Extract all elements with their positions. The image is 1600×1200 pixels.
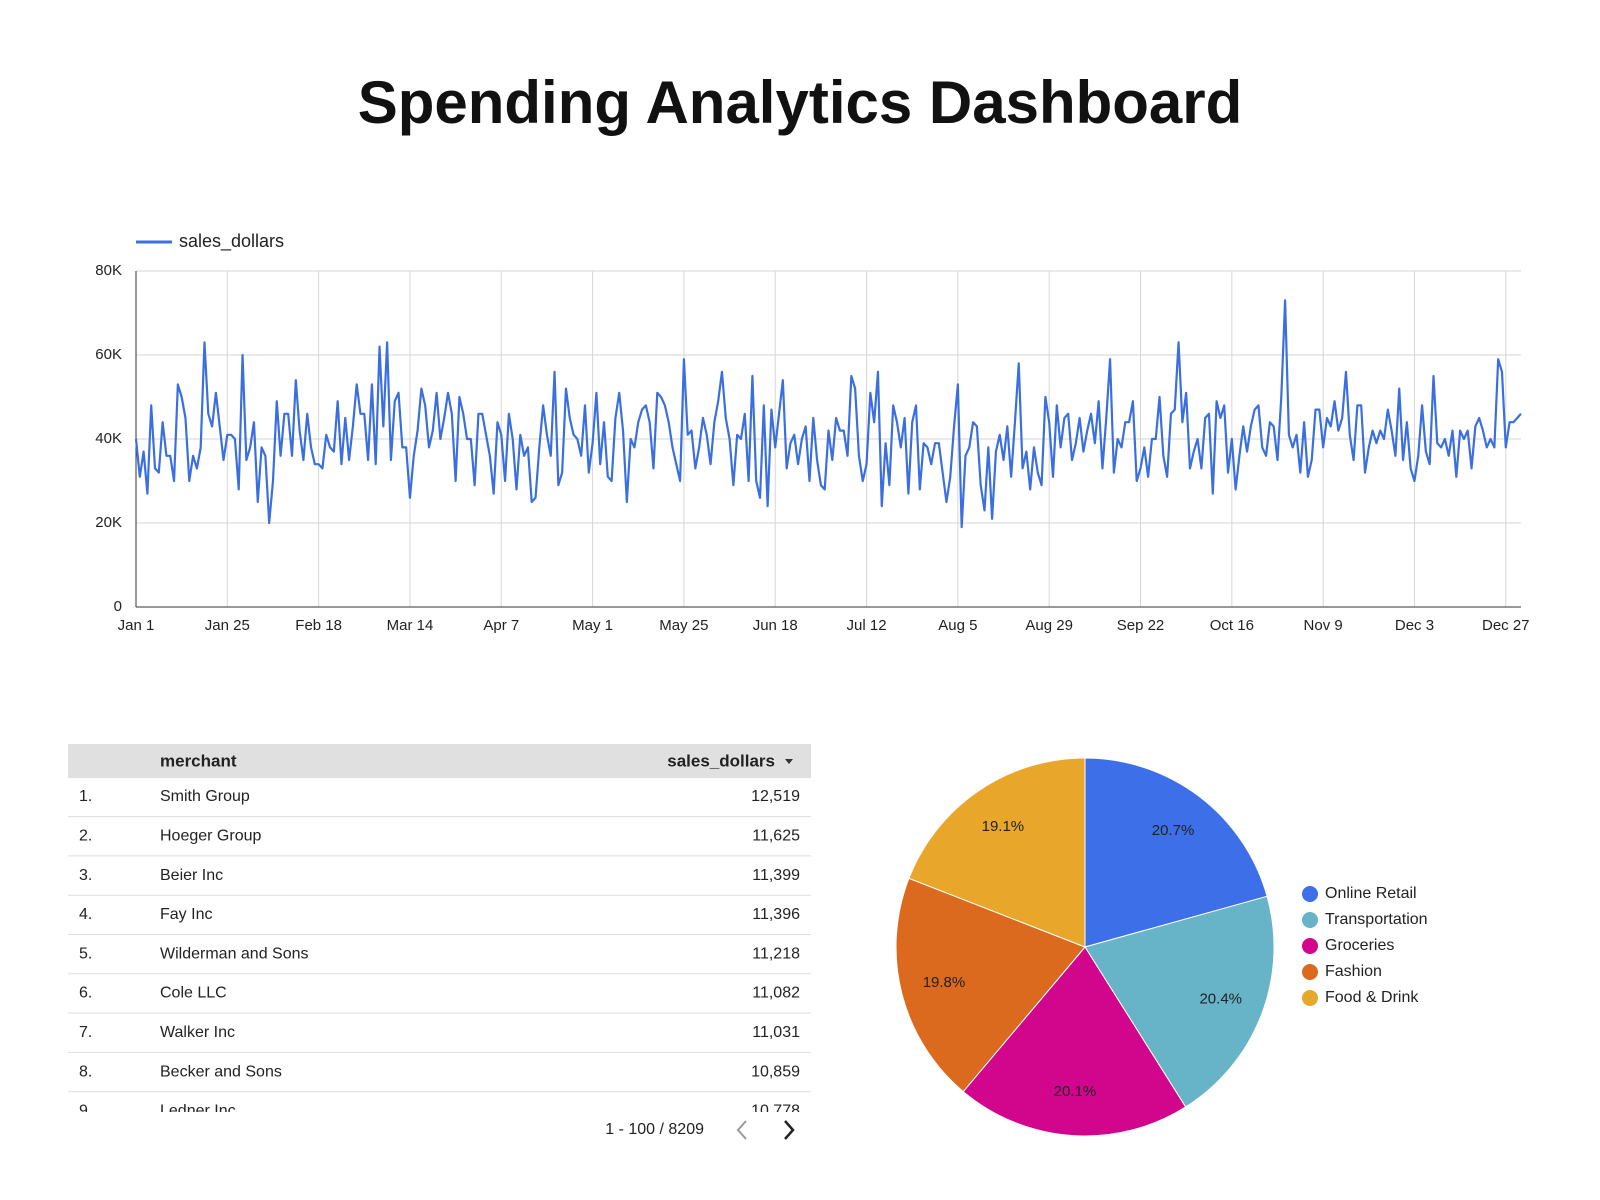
x-tick-label: Apr 7 — [483, 617, 519, 634]
sort-icon[interactable] — [785, 759, 793, 764]
sales-cell: 10,859 — [751, 1063, 800, 1080]
legend-label: Food & Drink — [1325, 989, 1419, 1006]
sales-cell: 11,218 — [752, 945, 800, 962]
sales-cell: 11,625 — [752, 828, 800, 845]
merchant-cell: Wilderman and Sons — [160, 945, 309, 962]
legend-label: Transportation — [1325, 911, 1428, 928]
x-tick-label: Jun 18 — [753, 617, 798, 634]
sales-cell: 11,082 — [752, 985, 800, 1002]
pagination: 1 - 100 / 8209 — [605, 1121, 704, 1138]
x-tick-label: Jan 25 — [205, 617, 250, 634]
pie-slice — [1084, 895, 1275, 1108]
slice-label: 20.1% — [1054, 1083, 1097, 1100]
legend-label: Groceries — [1325, 937, 1394, 954]
slice-label: 20.4% — [1199, 990, 1242, 1007]
merchant-cell: Walker Inc — [160, 1024, 235, 1041]
merchant-cell: Fay Inc — [160, 906, 212, 923]
legend-label: sales_dollars — [179, 231, 284, 252]
sales-cell: 11,396 — [752, 906, 800, 923]
prev-page[interactable] — [736, 1120, 747, 1140]
pie-slice — [908, 757, 1086, 948]
row-index: 6. — [79, 985, 92, 1002]
merchant-cell: Smith Group — [160, 788, 250, 805]
table-body: 1. Smith Group 12,519 2. Hoeger Group 11,625 3… — [68, 788, 811, 1120]
slice-label: 19.8% — [923, 974, 966, 991]
y-tick-label: 80K — [95, 262, 122, 279]
x-tick-label: Nov 9 — [1304, 617, 1343, 634]
column-header[interactable]: merchant — [160, 751, 237, 770]
x-tick-label: Dec 3 — [1395, 617, 1434, 634]
x-tick-label: Aug 29 — [1025, 617, 1073, 634]
x-tick-label: Feb 18 — [295, 617, 342, 634]
x-tick-label: Aug 5 — [938, 617, 977, 634]
column-header[interactable]: sales_dollars — [667, 751, 775, 770]
table-header-bg — [68, 744, 811, 778]
pie-slice — [895, 877, 1086, 1093]
row-index: 8. — [79, 1063, 92, 1080]
legend-swatch — [1302, 938, 1318, 954]
sales-cell: 12,519 — [751, 788, 800, 805]
x-tick-label: Jan 1 — [118, 617, 155, 634]
x-tick-label: May 1 — [572, 617, 613, 634]
y-tick-label: 0 — [114, 598, 122, 615]
x-tick-label: Dec 27 — [1482, 617, 1530, 634]
row-index: 3. — [79, 867, 92, 884]
legend-label: Online Retail — [1325, 885, 1417, 902]
slice-label: 20.7% — [1152, 822, 1195, 839]
row-index: 4. — [79, 906, 92, 923]
y-tick-label: 20K — [95, 514, 122, 531]
merchant-cell: Ledner Inc — [160, 1103, 236, 1120]
merchant-cell: Beier Inc — [160, 867, 223, 884]
sales-cell: 10,778 — [751, 1103, 800, 1120]
next-page[interactable] — [784, 1120, 795, 1140]
sales-cell: 11,399 — [752, 867, 800, 884]
row-index: 5. — [79, 945, 92, 962]
merchant-cell: Cole LLC — [160, 985, 227, 1002]
pie-slice — [962, 946, 1187, 1137]
legend-swatch — [1302, 912, 1318, 928]
row-index: 2. — [79, 828, 92, 845]
sales-cell: 11,031 — [752, 1024, 800, 1041]
x-tick-label: May 25 — [659, 617, 708, 634]
merchant-cell: Becker and Sons — [160, 1063, 282, 1080]
legend-label: Fashion — [1325, 963, 1382, 980]
table: merchant sales_dollars 1. Smith Group 12,5… — [68, 744, 811, 1140]
legend-swatch — [1302, 886, 1318, 902]
pie-slice — [1084, 757, 1268, 948]
data-line — [134, 299, 1522, 529]
legend-swatch — [1302, 990, 1318, 1006]
row-index: 1. — [79, 788, 92, 805]
x-tick-label: Jul 12 — [847, 617, 887, 634]
dashboard-title: Spending Analytics Dashboard — [358, 69, 1243, 136]
x-tick-label: Mar 14 — [387, 617, 434, 634]
row-index: 7. — [79, 1024, 92, 1041]
slice-label: 19.1% — [982, 818, 1025, 835]
x-tick-label: Oct 16 — [1210, 617, 1254, 634]
legend-swatch — [1302, 964, 1318, 980]
y-tick-label: 40K — [95, 430, 122, 447]
merchant-cell: Hoeger Group — [160, 828, 261, 845]
x-tick-label: Sep 22 — [1117, 617, 1165, 634]
row-index: 9. — [79, 1103, 92, 1120]
y-tick-label: 60K — [95, 346, 122, 363]
